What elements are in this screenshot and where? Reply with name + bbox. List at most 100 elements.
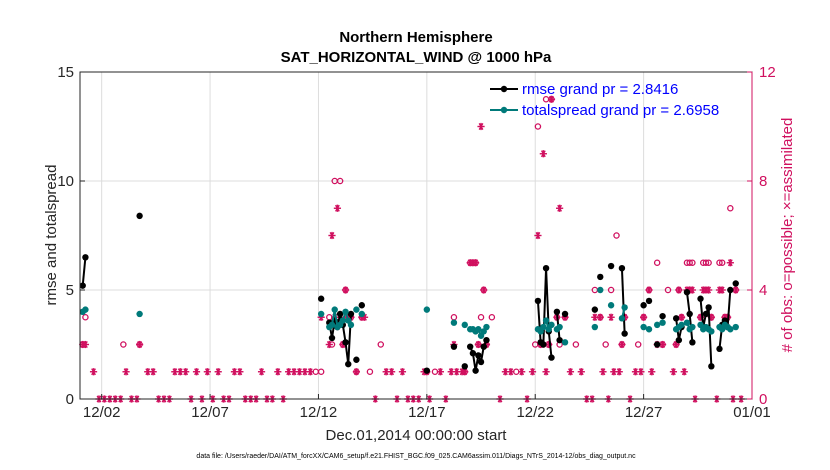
rmse-point (475, 352, 482, 359)
rmse-point (358, 302, 366, 309)
totalspread-point (659, 319, 666, 326)
rmse-line-segment (81, 257, 87, 286)
rmse-point (542, 265, 550, 272)
totalspread-point (358, 310, 366, 318)
rmse-point (556, 336, 563, 344)
ticks: 12/02 12/07 12/12 12/17 12/22 12/27 01/0105101… (57, 64, 775, 421)
rmse-point (621, 330, 628, 337)
obs-assimilated-marker (528, 368, 537, 376)
obs-assimilated-marker (328, 231, 336, 240)
rmse-point (591, 306, 599, 313)
obs-possible-marker (686, 259, 693, 266)
rmse-point (480, 343, 487, 350)
totalspread-point (597, 286, 604, 294)
obs-possible-marker (727, 204, 734, 212)
rmse-point (136, 212, 143, 220)
obs-possible-marker (366, 368, 374, 375)
rmse-point (423, 367, 431, 374)
totalspread-point (136, 310, 143, 318)
totalspread-point (542, 317, 550, 324)
totalspread-point (475, 326, 482, 333)
legend-spread-label: totalspread grand pr = 2.6958 (522, 102, 719, 119)
chart-subtitle: SAT_HORIZONTAL_WIND @ 1000 hPa (281, 49, 552, 66)
y-left-tick-label: 10 (57, 173, 74, 190)
rmse-point (640, 302, 647, 309)
rmse-point (317, 295, 325, 302)
obs-possible-marker (477, 313, 485, 321)
totalspread-point (317, 310, 325, 318)
totalspread-point (732, 323, 739, 331)
obs-assimilated-marker (398, 368, 407, 376)
obs-possible-marker (607, 286, 615, 294)
rmse-point (345, 360, 352, 368)
rmse-point (727, 286, 734, 294)
obs-assimilated-marker (726, 259, 734, 267)
obs-assimilated-marker (577, 368, 585, 376)
obs-assimilated-marker (596, 313, 604, 321)
rmse-line-segment (536, 268, 553, 358)
x-tick-label: 12/17 (408, 404, 446, 421)
x-tick-label: 12/27 (625, 404, 663, 421)
rmse-point (472, 367, 479, 374)
totalspread-point (678, 321, 685, 329)
rmse-point (336, 310, 344, 318)
rmse-point (697, 295, 704, 302)
obs-assimilated-marker (81, 340, 90, 349)
totalspread-point (645, 326, 653, 333)
obs-assimilated-marker (458, 368, 466, 376)
y-axis-left-label: rmse and totalspread (43, 165, 60, 306)
obs-assimilated-marker (539, 150, 547, 158)
obs-assimilated-marker (534, 231, 542, 240)
obs-assimilated-marker (607, 313, 615, 321)
y-right-tick-label: 8 (759, 173, 767, 190)
obs-assimilated-marker (658, 340, 667, 349)
obs-assimilated-marker (542, 368, 550, 376)
obs-assimilated-marker (591, 313, 599, 321)
obs-assimilated-marker (677, 313, 686, 321)
obs-assimilated-marker (507, 368, 515, 376)
totalspread-point (683, 319, 691, 326)
obs-possible-marker (664, 286, 672, 294)
totalspread-point (461, 321, 468, 329)
obs-assimilated-marker (214, 368, 222, 376)
rmse-point (466, 343, 474, 350)
x-tick-label: 12/02 (83, 404, 121, 421)
y-right-tick-label: 0 (759, 391, 767, 408)
totalspread-point (328, 321, 336, 329)
rmse-point (705, 304, 712, 311)
totalspread-point (339, 317, 347, 324)
obs-assimilated-marker (274, 368, 282, 376)
series-layer (79, 212, 739, 374)
totalspread-point (640, 323, 647, 331)
obs-assimilated-marker (547, 95, 556, 103)
obs-assimilated-marker (447, 368, 455, 376)
totalspread-point (353, 306, 360, 313)
totalspread-point (653, 321, 661, 329)
obs-possible-marker (653, 259, 661, 266)
obs-possible-marker (377, 341, 385, 348)
obs-assimilated-marker (122, 368, 130, 376)
rmse-point (477, 358, 485, 366)
totalspread-point (556, 323, 563, 331)
obs-assimilated-marker (480, 286, 488, 294)
y-right-tick-label: 4 (759, 282, 767, 299)
totalspread-point (548, 321, 555, 329)
rmse-point (469, 350, 477, 357)
obs-assimilated-marker (388, 368, 396, 376)
legend-rmse-label: rmse grand pr = 2.8416 (522, 81, 678, 98)
rmse-point (597, 273, 604, 281)
obs-assimilated-marker (325, 340, 333, 349)
rmse-point (732, 280, 739, 287)
obs-assimilated-marker (149, 368, 157, 376)
chart-title: Northern Hemisphere (339, 29, 492, 46)
obs-assimilated-marker (341, 286, 350, 294)
rmse-point (708, 363, 715, 370)
obs-assimilated-marker (637, 368, 645, 376)
obs-assimilated-marker (436, 368, 444, 376)
rmse-point (342, 339, 349, 346)
obs-assimilated-marker (669, 368, 678, 376)
rmse-point (82, 254, 89, 261)
obs-assimilated-marker (192, 368, 201, 376)
